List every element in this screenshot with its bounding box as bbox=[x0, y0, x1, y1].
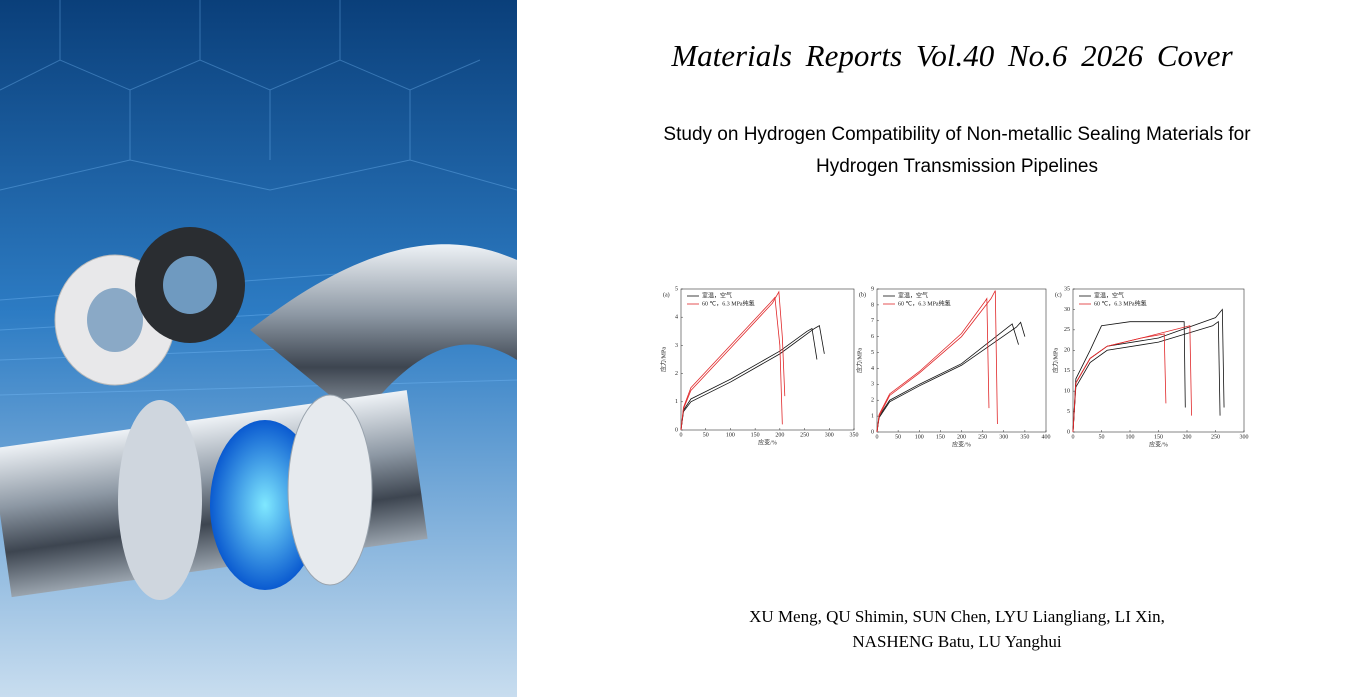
y-tick-label: 10 bbox=[1064, 389, 1070, 395]
legend-label: 60 ℃，6.3 MPa纯氢 bbox=[898, 299, 951, 307]
curve bbox=[680, 327, 818, 431]
x-tick-label: 150 bbox=[936, 434, 945, 440]
article-title: Study on Hydrogen Compatibility of Non-m… bbox=[647, 119, 1267, 183]
legend-label: 室温，空气 bbox=[1094, 291, 1124, 299]
x-tick-label: 200 bbox=[957, 434, 966, 440]
x-tick-label: 100 bbox=[1126, 434, 1135, 440]
curve bbox=[1072, 325, 1192, 433]
x-axis-label: 应变/% bbox=[758, 438, 777, 446]
x-axis-label: 应变/% bbox=[1149, 440, 1168, 448]
y-tick-label: 15 bbox=[1064, 368, 1070, 374]
authors: XU Meng, QU Shimin, SUN Chen, LYU Liangl… bbox=[667, 604, 1247, 654]
x-tick-label: 300 bbox=[999, 434, 1008, 440]
y-tick-label: 0 bbox=[675, 427, 678, 433]
y-tick-label: 1 bbox=[871, 413, 874, 419]
curve bbox=[1072, 320, 1221, 433]
plot-frame bbox=[680, 288, 855, 431]
x-tick-label: 400 bbox=[1042, 434, 1051, 440]
y-tick-label: 1 bbox=[675, 399, 678, 405]
plot-frame bbox=[876, 288, 1047, 433]
y-tick-label: 4 bbox=[871, 366, 874, 372]
author-line: NASHENG Batu, LU Yanghui bbox=[852, 632, 1062, 651]
y-tick-label: 3 bbox=[675, 343, 678, 349]
x-tick-label: 350 bbox=[1020, 434, 1029, 440]
x-tick-label: 0 bbox=[1072, 434, 1075, 440]
y-tick-label: 35 bbox=[1064, 286, 1070, 292]
y-axis-label: 应力/MPa bbox=[855, 348, 863, 373]
legend-label: 60 ℃，6.3 MPa纯氢 bbox=[1094, 299, 1147, 307]
y-tick-label: 8 bbox=[871, 302, 874, 308]
x-tick-label: 250 bbox=[978, 434, 987, 440]
x-tick-label: 200 bbox=[775, 432, 784, 438]
curve bbox=[1072, 308, 1225, 433]
x-tick-label: 350 bbox=[850, 432, 859, 438]
panel-label: (a) bbox=[663, 291, 670, 298]
y-tick-label: 0 bbox=[1067, 429, 1070, 435]
x-tick-label: 50 bbox=[1099, 434, 1105, 440]
plot-frame bbox=[1072, 288, 1245, 433]
panel-label: (b) bbox=[859, 291, 866, 298]
y-tick-label: 2 bbox=[871, 398, 874, 404]
panel-label: (c) bbox=[1055, 291, 1062, 298]
y-tick-label: 4 bbox=[675, 315, 678, 321]
title-line: Study on Hydrogen Compatibility of Non-m… bbox=[663, 124, 1251, 145]
x-tick-label: 100 bbox=[915, 434, 924, 440]
x-tick-label: 200 bbox=[1183, 434, 1192, 440]
text-panel: Materials Reports Vol.40 No.6 2026 Cover… bbox=[517, 0, 1365, 697]
x-tick-label: 250 bbox=[1211, 434, 1220, 440]
curve bbox=[680, 325, 825, 431]
x-tick-label: 250 bbox=[800, 432, 809, 438]
cover-image bbox=[0, 0, 517, 697]
x-tick-label: 100 bbox=[726, 432, 735, 438]
y-tick-label: 25 bbox=[1064, 327, 1070, 333]
x-tick-label: 0 bbox=[680, 432, 683, 438]
y-tick-label: 0 bbox=[871, 429, 874, 435]
y-tick-label: 5 bbox=[675, 286, 678, 292]
y-tick-label: 3 bbox=[871, 382, 874, 388]
x-tick-label: 300 bbox=[825, 432, 834, 438]
y-axis-label: 应力/MPa bbox=[659, 347, 667, 372]
y-axis-label: 应力/MPa bbox=[1051, 348, 1059, 373]
x-axis-label: 应变/% bbox=[952, 440, 971, 448]
y-tick-label: 30 bbox=[1064, 307, 1070, 313]
legend-label: 室温，空气 bbox=[702, 291, 732, 299]
curve bbox=[680, 290, 786, 431]
y-tick-label: 7 bbox=[871, 318, 874, 324]
curve bbox=[876, 321, 1026, 433]
curve bbox=[876, 297, 990, 433]
y-tick-label: 20 bbox=[1064, 348, 1070, 354]
y-tick-label: 6 bbox=[871, 334, 874, 340]
legend-label: 室温，空气 bbox=[898, 291, 928, 299]
x-tick-label: 150 bbox=[1154, 434, 1163, 440]
y-tick-label: 5 bbox=[1067, 409, 1070, 415]
x-tick-label: 0 bbox=[876, 434, 879, 440]
x-tick-label: 50 bbox=[703, 432, 709, 438]
x-tick-label: 300 bbox=[1240, 434, 1249, 440]
curve bbox=[680, 296, 783, 431]
legend-label: 60 ℃，6.3 MPa纯氢 bbox=[702, 299, 755, 307]
journal-title: Materials Reports Vol.40 No.6 2026 Cover bbox=[671, 38, 1233, 73]
title-line: Hydrogen Transmission Pipelines bbox=[816, 156, 1098, 177]
y-tick-label: 5 bbox=[871, 350, 874, 356]
curve bbox=[1072, 321, 1186, 433]
y-tick-label: 9 bbox=[871, 286, 874, 292]
x-tick-label: 50 bbox=[895, 434, 901, 440]
author-line: XU Meng, QU Shimin, SUN Chen, LYU Liangl… bbox=[749, 607, 1165, 626]
curve bbox=[876, 290, 998, 433]
y-tick-label: 2 bbox=[675, 371, 678, 377]
x-tick-label: 150 bbox=[751, 432, 760, 438]
